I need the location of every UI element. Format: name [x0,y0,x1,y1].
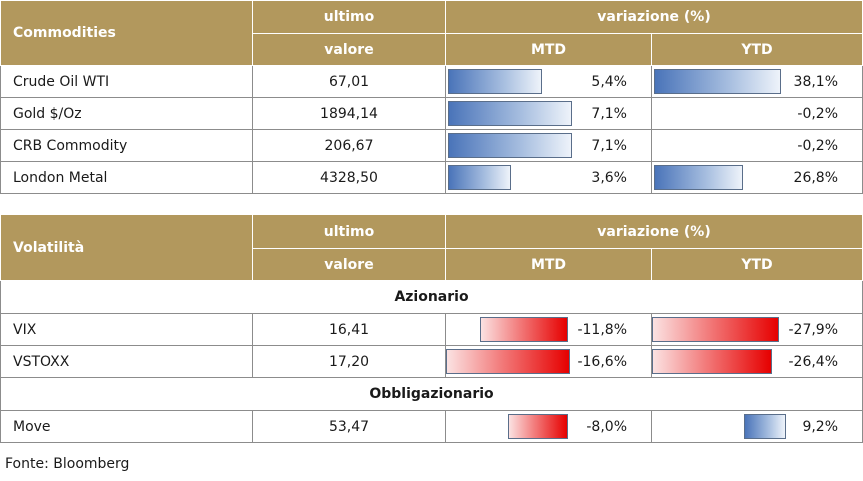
ytd-cell: 9,2% [650,410,863,443]
ytd-bar [654,69,781,94]
mtd-cell: -8,0% [445,410,652,443]
row-name: Move [0,410,253,443]
mtd-bar [448,101,572,126]
row-last-value: 17,20 [252,345,446,378]
commodities-title: Commodities [0,0,253,66]
col-ytd: YTD [650,248,863,281]
row-last-value: 16,41 [252,313,446,346]
ytd-bar [652,317,779,342]
ytd-value: 38,1% [793,73,839,90]
col-mtd: MTD [445,33,652,66]
row-name: Crude Oil WTI [0,65,253,98]
col-change: variazione (%) [444,214,863,249]
ytd-cell: 38,1% [650,65,863,98]
mtd-value: -8,0% [586,418,627,435]
mtd-cell: 5,4% [445,65,652,98]
volatility-table: Volatilità ultimo variazione (%) valore … [0,214,863,443]
mtd-bar [446,349,570,374]
mtd-value: 5,4% [591,73,627,90]
mtd-value: 7,1% [591,137,627,154]
row-name: VSTOXX [0,345,253,378]
ytd-value: 26,8% [793,169,839,186]
mtd-bar [448,69,542,94]
row-name: Gold $/Oz [0,97,253,130]
mtd-bar [480,317,568,342]
table-row: Move 53,47 -8,0% 9,2% [0,410,863,443]
ytd-cell: -26,4% [650,345,863,378]
mtd-cell: 7,1% [445,97,652,130]
table-row: CRB Commodity 206,67 7,1% -0,2% [0,129,863,162]
ytd-bar [652,349,772,374]
row-last-value: 67,01 [252,65,446,98]
section-bond: Obbligazionario [0,377,863,411]
ytd-value: -0,2% [797,105,839,122]
ytd-cell: 26,8% [650,161,863,194]
table-row: London Metal 4328,50 3,6% 26,8% [0,161,863,194]
row-last-value: 1894,14 [252,97,446,130]
ytd-value: -26,4% [788,353,839,370]
col-ytd: YTD [650,33,863,66]
mtd-cell: -11,8% [445,313,652,346]
table-row: VIX 16,41 -11,8% -27,9% [0,313,863,346]
source-note: Fonte: Bloomberg [5,456,130,472]
table-row: Crude Oil WTI 67,01 5,4% 38,1% [0,65,863,98]
mtd-cell: -16,6% [445,345,652,378]
mtd-bar [448,165,511,190]
commodities-table: Commodities ultimo variazione (%) valore… [0,0,863,194]
mtd-cell: 3,6% [445,161,652,194]
row-name: London Metal [0,161,253,194]
mtd-cell: 7,1% [445,129,652,162]
mtd-value: -11,8% [577,321,627,338]
ytd-value: -0,2% [797,137,839,154]
ytd-cell: -0,2% [650,97,863,130]
row-last-value: 4328,50 [252,161,446,194]
volatility-title: Volatilità [0,214,253,281]
row-last-value: 206,67 [252,129,446,162]
ytd-bar [654,165,744,190]
col-last-bottom: valore [252,248,446,281]
mtd-value: 7,1% [591,105,627,122]
section-equity: Azionario [0,280,863,314]
mtd-value: 3,6% [591,169,627,186]
row-name: CRB Commodity [0,129,253,162]
mtd-bar [508,414,568,439]
ytd-value: 9,2% [802,418,839,435]
ytd-cell: -27,9% [650,313,863,346]
row-last-value: 53,47 [252,410,446,443]
ytd-cell: -0,2% [650,129,863,162]
col-mtd: MTD [445,248,652,281]
ytd-bar [744,414,786,439]
ytd-value: -27,9% [788,321,839,338]
col-change: variazione (%) [444,0,863,34]
mtd-value: -16,6% [577,353,627,370]
mtd-bar [448,133,572,158]
table-row: Gold $/Oz 1894,14 7,1% -0,2% [0,97,863,130]
col-last-bottom: valore [252,33,446,66]
table-row: VSTOXX 17,20 -16,6% -26,4% [0,345,863,378]
col-last-top: ultimo [252,0,446,34]
col-last-top: ultimo [252,214,446,249]
row-name: VIX [0,313,253,346]
